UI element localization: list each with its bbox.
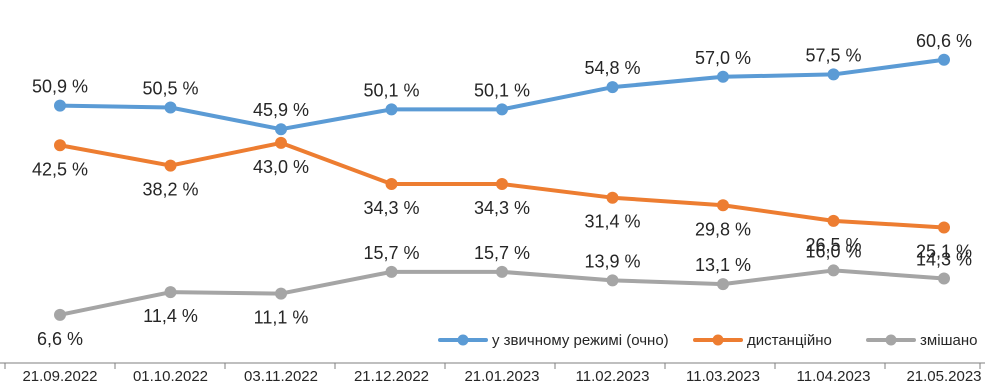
data-point — [385, 103, 398, 116]
legend: у звичному режимі (очно) дистанційно зміша… — [438, 332, 978, 349]
data-label: 50,1 % — [474, 80, 530, 100]
data-label: 16,0 % — [805, 241, 861, 261]
x-tick-label: 11.03.2023 — [686, 368, 760, 385]
x-tick-label: 21.12.2022 — [354, 368, 429, 385]
x-tick-label: 01.10.2022 — [133, 368, 208, 385]
data-point — [938, 221, 950, 234]
data-point — [606, 191, 619, 204]
data-label: 50,9 % — [32, 77, 88, 97]
data-label: 34,3 % — [474, 198, 530, 218]
legend-item: змішано — [866, 332, 978, 349]
legend-point-marker — [457, 334, 469, 346]
data-label: 42,5 % — [32, 159, 88, 179]
data-point — [827, 68, 840, 81]
data-point — [385, 265, 398, 278]
data-point — [717, 70, 729, 83]
data-point — [164, 286, 177, 299]
data-label: 11,4 % — [143, 306, 198, 326]
data-point — [496, 177, 508, 190]
data-label: 14,3 % — [916, 249, 972, 269]
data-label: 11,1 % — [254, 308, 309, 328]
x-tick-label: 21.05.2023 — [906, 368, 981, 385]
x-tick-label: 11.02.2023 — [576, 368, 650, 385]
legend-item: дистанційно — [693, 332, 832, 349]
legend-label: дистанційно — [747, 332, 832, 349]
data-point — [54, 308, 66, 321]
data-label: 45,9 % — [253, 100, 309, 120]
data-point — [496, 103, 508, 116]
x-tick-label: 11.04.2023 — [797, 368, 871, 385]
data-label: 13,1 % — [695, 255, 751, 275]
x-tick-label: 03.11.2022 — [244, 368, 318, 385]
legend-item: у звичному режимі (очно) — [438, 332, 669, 349]
legend-point-marker — [885, 334, 897, 346]
data-point — [606, 274, 619, 287]
data-label: 54,8 % — [584, 58, 640, 78]
data-point — [54, 139, 66, 152]
data-point — [275, 136, 287, 149]
data-label: 26,5 % — [805, 235, 861, 255]
data-point — [717, 199, 729, 212]
data-label: 50,5 % — [142, 78, 198, 98]
data-point — [496, 265, 508, 278]
data-label: 34,3 % — [363, 198, 419, 218]
data-label: 29,8 % — [695, 219, 751, 239]
data-label: 25,1 % — [916, 241, 972, 261]
x-tick-label: 21.09.2022 — [22, 368, 97, 385]
data-point — [164, 101, 177, 114]
data-point — [938, 272, 950, 285]
data-label: 57,0 % — [695, 48, 751, 68]
series-points — [54, 53, 950, 321]
data-point — [54, 99, 66, 112]
data-point — [717, 278, 729, 291]
data-point — [275, 123, 287, 136]
data-label: 15,7 % — [474, 243, 530, 263]
data-labels: 50,9 % 50,5 % 45,9 % 50,1 % 50,1 % 54,8 % 57,0… — [32, 31, 972, 349]
data-point — [606, 81, 619, 94]
data-point — [827, 214, 840, 227]
data-label: 38,2 % — [142, 180, 198, 200]
data-label: 13,9 % — [584, 251, 640, 271]
data-label: 57,5 % — [805, 45, 861, 65]
data-label: 6,6 % — [37, 329, 83, 349]
data-label: 50,1 % — [363, 80, 419, 100]
data-label: 60,6 % — [916, 31, 972, 51]
legend-point-marker — [712, 334, 724, 346]
data-point — [275, 287, 287, 300]
data-point — [827, 264, 840, 277]
data-point — [938, 53, 950, 66]
data-point — [385, 177, 398, 190]
data-point — [164, 159, 177, 172]
legend-label: у звичному режимі (очно) — [492, 332, 669, 349]
data-label: 43,0 % — [253, 157, 309, 177]
data-label: 15,7 % — [363, 243, 419, 263]
x-tick-label: 21.01.2023 — [464, 368, 539, 385]
legend-label: змішано — [920, 332, 978, 349]
data-label: 31,4 % — [584, 212, 640, 232]
x-axis: 21.09.2022 01.10.2022 03.11.2022 21.12.2022… — [0, 362, 985, 385]
